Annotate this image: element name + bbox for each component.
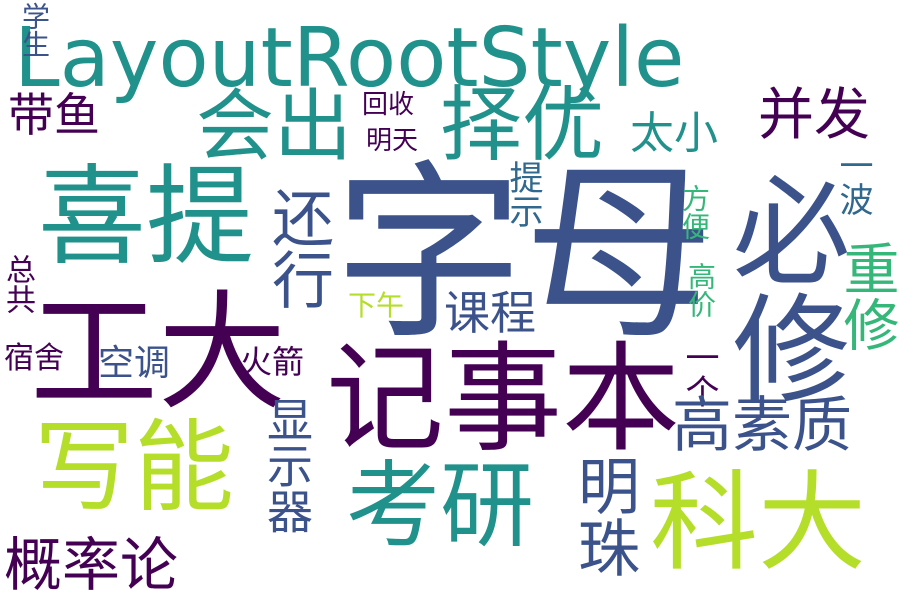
word-kaoyan: 考研 bbox=[346, 452, 535, 561]
word-kecheng: 课程 bbox=[444, 286, 536, 340]
word-keda: 科大 bbox=[650, 461, 867, 586]
word-gaojia: 高价 bbox=[684, 262, 717, 318]
word-fangbian: 方便 bbox=[678, 184, 711, 240]
word-mingzhu: 明珠 bbox=[567, 454, 640, 578]
word-xieneng: 写能 bbox=[34, 409, 234, 526]
word-chongxiu: 重修 bbox=[834, 240, 899, 352]
word-bingfa: 并发 bbox=[758, 83, 870, 148]
word-sushe: 宿舍 bbox=[4, 341, 64, 376]
word-bixiu: 必修 bbox=[712, 170, 850, 406]
word-mingtian: 明天 bbox=[366, 126, 419, 156]
word-huishou: 回收 bbox=[362, 90, 415, 120]
word-xiawu: 下午 bbox=[348, 289, 405, 322]
word-haixing: 还行 bbox=[261, 186, 334, 310]
word-zonggong: 总共 bbox=[0, 254, 35, 314]
word-gailvlun: 概率论 bbox=[4, 531, 179, 599]
word-xiti: 喜提 bbox=[38, 155, 255, 280]
word-xuesheng: 学生 bbox=[18, 2, 51, 58]
word-huichu: 会出 bbox=[196, 82, 353, 172]
word-yige: 一个 bbox=[679, 340, 719, 408]
word-tishi: 提示 bbox=[503, 160, 543, 228]
word-daiyu: 带鱼 bbox=[8, 88, 100, 142]
word-kongtiao: 空调 bbox=[98, 343, 171, 384]
word-huojian: 火箭 bbox=[240, 343, 305, 381]
word-gongda: 工大 bbox=[30, 279, 287, 428]
word-taixiao: 太小 bbox=[630, 108, 718, 159]
word-jishiben: 记事本 bbox=[326, 330, 681, 468]
word-xianshiqi: 显示器 bbox=[260, 396, 314, 534]
word-zimu: 字母 bbox=[334, 144, 715, 365]
word-gaosuzhi: 高素质 bbox=[672, 391, 852, 461]
word-zeyou: 择优 bbox=[440, 78, 605, 173]
word-yibo: 一波 bbox=[833, 148, 873, 216]
word-layoutrootstyle: LayoutRootStyle bbox=[14, 11, 685, 106]
